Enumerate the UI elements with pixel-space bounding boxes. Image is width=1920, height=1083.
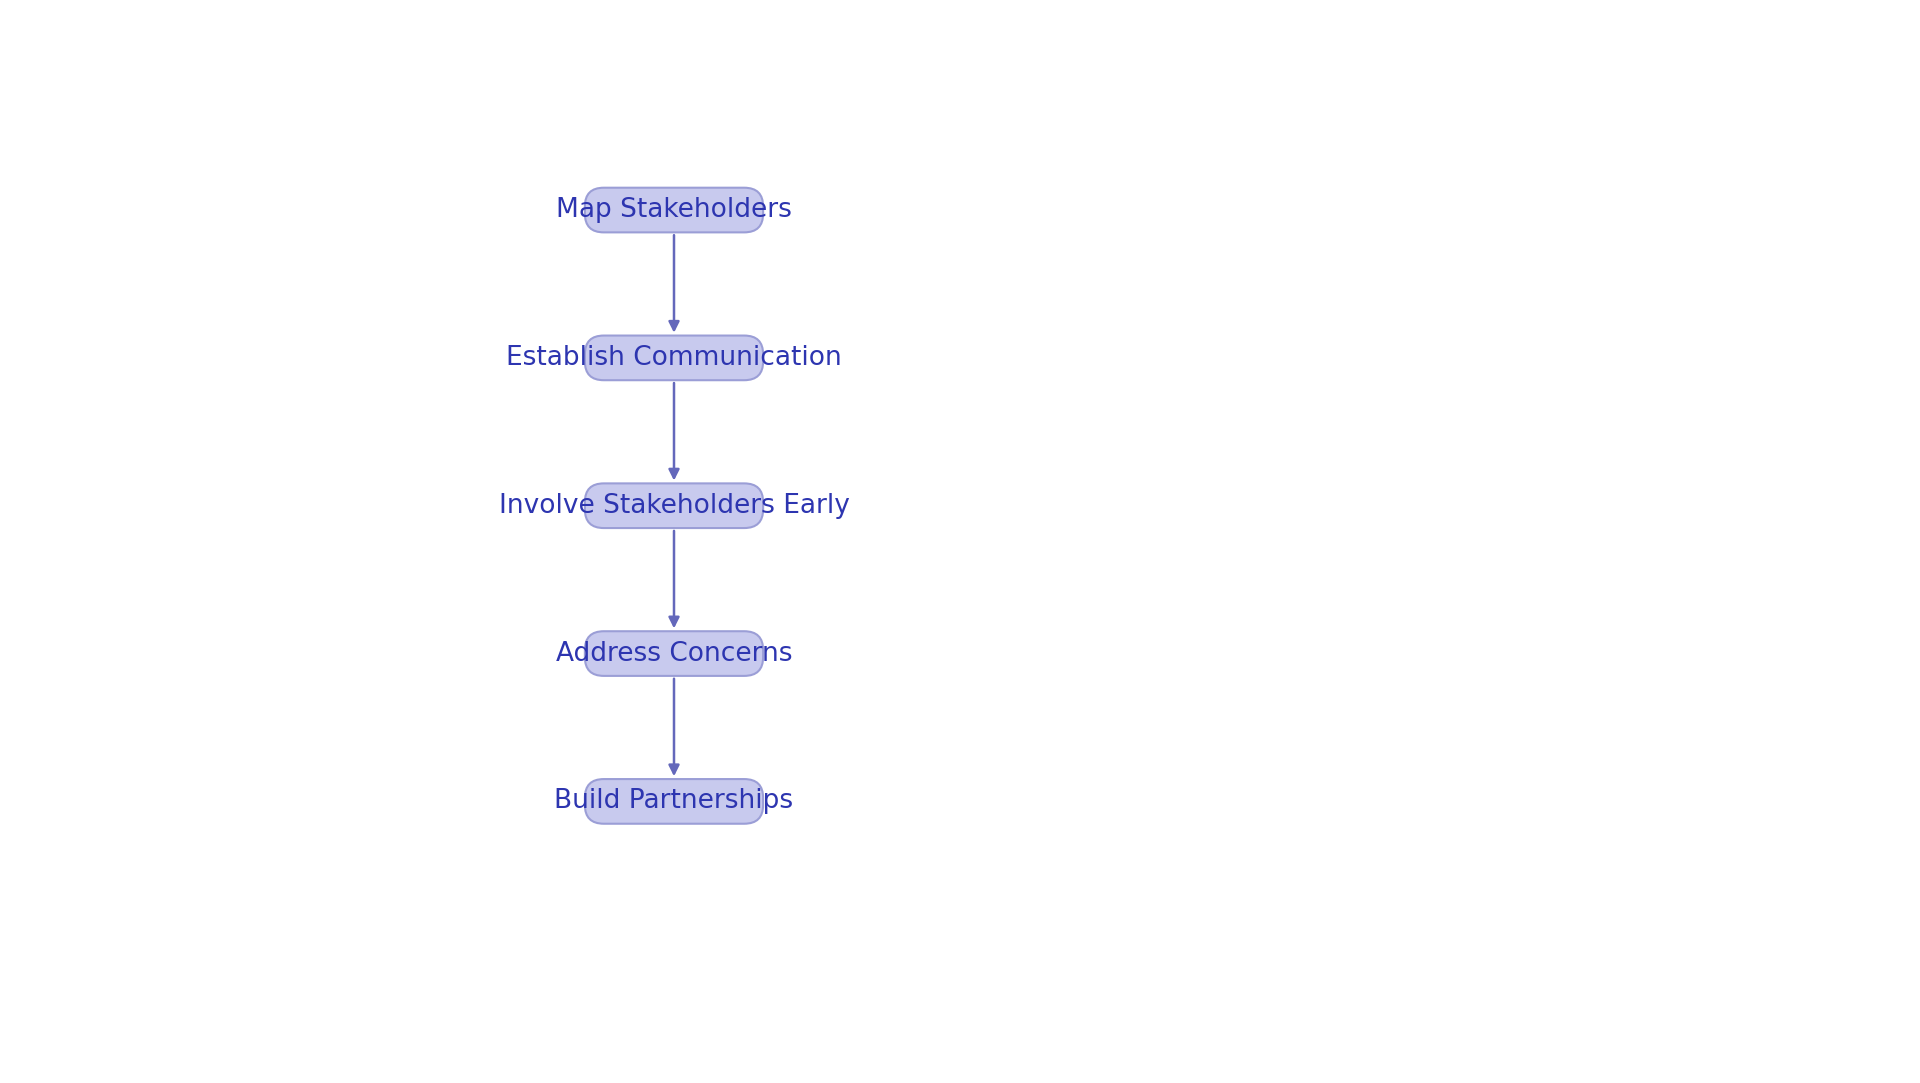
- FancyBboxPatch shape: [586, 336, 762, 380]
- FancyBboxPatch shape: [586, 483, 762, 529]
- FancyBboxPatch shape: [586, 779, 762, 824]
- FancyBboxPatch shape: [586, 187, 762, 233]
- Text: Map Stakeholders: Map Stakeholders: [557, 197, 791, 223]
- Text: Establish Communication: Establish Communication: [507, 344, 841, 370]
- Text: Address Concerns: Address Concerns: [555, 640, 793, 666]
- FancyBboxPatch shape: [586, 631, 762, 676]
- Text: Involve Stakeholders Early: Involve Stakeholders Early: [499, 493, 849, 519]
- Text: Build Partnerships: Build Partnerships: [555, 788, 793, 814]
